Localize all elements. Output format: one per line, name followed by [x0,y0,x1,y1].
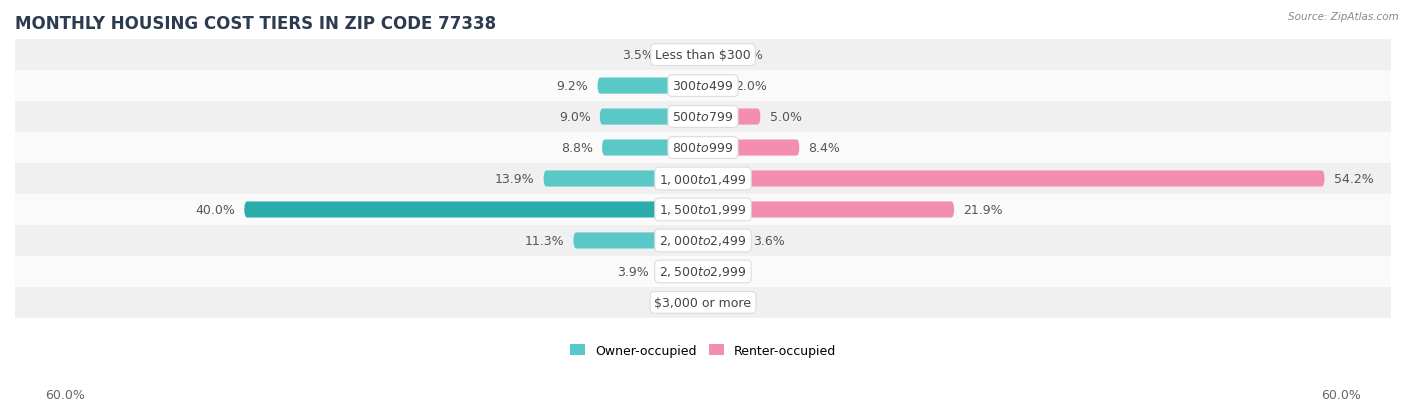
Text: 13.9%: 13.9% [495,173,534,185]
Text: 40.0%: 40.0% [195,204,235,216]
FancyBboxPatch shape [544,171,703,187]
Text: 21.9%: 21.9% [963,204,1002,216]
FancyBboxPatch shape [602,140,703,156]
Bar [15,102,1391,133]
Text: $2,500 to $2,999: $2,500 to $2,999 [659,265,747,279]
Text: 0.31%: 0.31% [716,296,755,309]
FancyBboxPatch shape [703,171,1324,187]
Text: 60.0%: 60.0% [45,388,84,401]
Text: 0.43%: 0.43% [650,296,689,309]
Text: 3.9%: 3.9% [617,265,650,278]
Text: Source: ZipAtlas.com: Source: ZipAtlas.com [1288,12,1399,22]
Text: Less than $300: Less than $300 [655,49,751,62]
Bar [15,40,1391,71]
Bar [15,164,1391,195]
Text: MONTHLY HOUSING COST TIERS IN ZIP CODE 77338: MONTHLY HOUSING COST TIERS IN ZIP CODE 7… [15,15,496,33]
Text: 60.0%: 60.0% [1322,388,1361,401]
Text: 8.8%: 8.8% [561,142,593,154]
Text: $1,000 to $1,499: $1,000 to $1,499 [659,172,747,186]
Text: $500 to $799: $500 to $799 [672,111,734,124]
Bar [15,225,1391,256]
FancyBboxPatch shape [703,294,707,311]
Text: 3.6%: 3.6% [754,235,785,247]
Text: 54.2%: 54.2% [1334,173,1374,185]
Text: 0.0%: 0.0% [713,265,744,278]
Bar [15,256,1391,287]
FancyBboxPatch shape [703,78,725,95]
FancyBboxPatch shape [598,78,703,95]
Text: 5.0%: 5.0% [769,111,801,124]
Text: 2.0%: 2.0% [735,80,768,93]
Text: 3.5%: 3.5% [621,49,654,62]
FancyBboxPatch shape [600,109,703,125]
Text: $3,000 or more: $3,000 or more [655,296,751,309]
FancyBboxPatch shape [697,294,703,311]
Text: 11.3%: 11.3% [524,235,564,247]
Legend: Owner-occupied, Renter-occupied: Owner-occupied, Renter-occupied [565,339,841,362]
FancyBboxPatch shape [662,47,703,64]
Bar [15,71,1391,102]
Text: 1.7%: 1.7% [731,49,763,62]
FancyBboxPatch shape [703,47,723,64]
Text: 9.2%: 9.2% [557,80,588,93]
Bar [15,195,1391,225]
Text: 9.0%: 9.0% [558,111,591,124]
FancyBboxPatch shape [245,202,703,218]
Text: $1,500 to $1,999: $1,500 to $1,999 [659,203,747,217]
Text: $2,000 to $2,499: $2,000 to $2,499 [659,234,747,248]
Bar [15,133,1391,164]
Text: 8.4%: 8.4% [808,142,841,154]
Bar [15,287,1391,318]
FancyBboxPatch shape [658,264,703,280]
FancyBboxPatch shape [703,202,955,218]
Text: $300 to $499: $300 to $499 [672,80,734,93]
FancyBboxPatch shape [703,233,744,249]
FancyBboxPatch shape [703,140,800,156]
FancyBboxPatch shape [703,109,761,125]
FancyBboxPatch shape [574,233,703,249]
Text: $800 to $999: $800 to $999 [672,142,734,154]
